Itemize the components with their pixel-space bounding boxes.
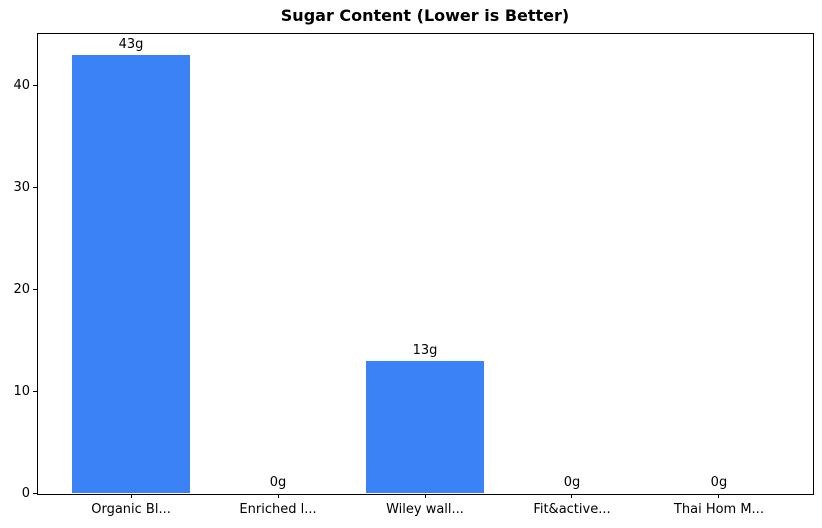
y-tick-mark xyxy=(33,84,37,86)
y-tick-label: 40 xyxy=(13,77,30,93)
bar xyxy=(366,360,484,493)
bar-value-label: 13g xyxy=(412,342,438,358)
bar-value-label: 0g xyxy=(269,475,287,490)
x-tick-mark xyxy=(718,494,720,498)
x-tick-mark xyxy=(277,494,279,498)
y-tick-mark xyxy=(33,288,37,290)
bar-value-label: 43g xyxy=(118,36,144,52)
y-tick-label: 0 xyxy=(21,485,30,501)
y-tick-label: 20 xyxy=(13,281,30,297)
y-tick-label: 30 xyxy=(13,179,30,195)
y-tick-label: 10 xyxy=(13,383,30,399)
x-tick-mark xyxy=(571,494,573,498)
y-tick-mark xyxy=(33,390,37,392)
x-tick-label: Thai Hom M... xyxy=(673,502,764,517)
y-tick-mark xyxy=(33,186,37,188)
bar xyxy=(72,54,190,493)
x-tick-mark xyxy=(424,494,426,498)
y-tick-mark xyxy=(33,492,37,494)
x-tick-mark xyxy=(130,494,132,498)
x-tick-label: Fit&active... xyxy=(533,502,611,517)
chart-title: Sugar Content (Lower is Better) xyxy=(280,6,570,25)
bar-value-label: 0g xyxy=(563,475,581,490)
x-tick-label: Organic Bl... xyxy=(91,502,171,517)
x-tick-label: Enriched l... xyxy=(239,502,317,517)
bar-value-label: 0g xyxy=(710,475,728,490)
x-tick-label: Wiley wall... xyxy=(386,502,464,517)
